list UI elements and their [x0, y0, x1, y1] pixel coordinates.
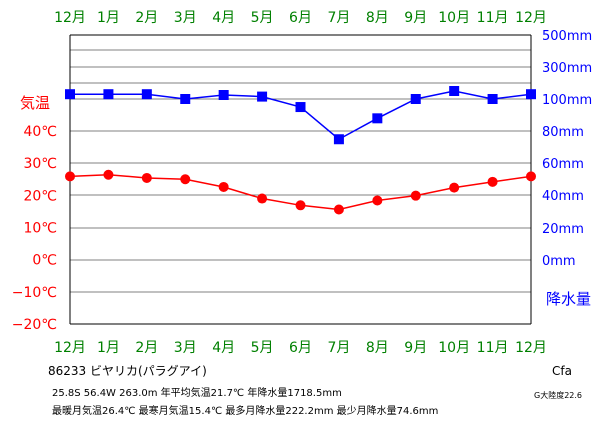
temperature-point	[218, 181, 229, 192]
month-tick-bottom: 2月	[135, 340, 158, 356]
precipitation-point	[410, 94, 421, 104]
month-ticks-bottom: 12月 1月 2月 3月 4月 5月 6月 7月 8月 9月 10月 11月 12月	[54, 340, 547, 356]
precipitation-axis-label: 降水量	[546, 290, 591, 308]
series-layer	[65, 86, 536, 215]
precipitation-tick: 20mm	[542, 222, 584, 237]
month-tick-bottom: 10月	[438, 340, 470, 356]
month-tick-bottom: 6月	[289, 340, 312, 356]
month-tick-top: 8月	[366, 10, 389, 26]
temperature-tick: −20℃	[12, 317, 57, 333]
temperature-point	[141, 172, 152, 183]
temperature-point	[180, 174, 191, 185]
precipitation-ticks: 500mm 300mm 100mm 80mm 60mm 40mm 20mm 0mm	[542, 29, 592, 269]
month-tick-bottom: 3月	[174, 340, 197, 356]
month-tick-top: 11月	[477, 10, 509, 26]
month-tick-top: 10月	[438, 10, 470, 26]
month-tick-top: 12月	[515, 10, 547, 26]
temperature-tick: 10℃	[23, 221, 57, 237]
temperature-point	[333, 204, 344, 215]
precipitation-tick: 0mm	[542, 254, 576, 269]
precipitation-point	[449, 86, 460, 96]
precipitation-point	[103, 89, 114, 100]
temperature-point	[526, 171, 536, 182]
precipitation-line	[70, 90, 532, 141]
precipitation-point	[257, 91, 268, 102]
temperature-ticks: 40℃ 30℃ 20℃ 10℃ 0℃ −10℃ −20℃	[12, 124, 57, 333]
precipitation-tick: 100mm	[542, 93, 592, 108]
month-tick-bottom: 9月	[404, 340, 427, 356]
temperature-tick: 40℃	[23, 124, 57, 140]
precipitation-point	[218, 90, 229, 100]
temperature-point	[103, 169, 114, 180]
month-tick-top: 9月	[404, 10, 427, 26]
precipitation-point	[487, 94, 498, 104]
precipitation-point	[141, 89, 152, 100]
precipitation-tick: 500mm	[542, 29, 592, 44]
precipitation-point	[333, 134, 344, 145]
temperature-point	[372, 195, 383, 206]
temperature-tick: 30℃	[23, 156, 57, 172]
continentality-index: G大陸度22.6	[534, 391, 583, 400]
temperature-tick: 0℃	[32, 253, 57, 269]
precipitation-point	[526, 89, 536, 100]
month-tick-top: 3月	[174, 10, 197, 26]
station-extremes: 最暖月気温26.4℃ 最寒月気温15.4℃ 最多月降水量222.2mm 最少月降…	[52, 406, 439, 417]
month-tick-top: 5月	[251, 10, 274, 26]
temperature-point	[487, 176, 498, 187]
month-ticks-top: 12月 1月 2月 3月 4月 5月 6月 7月 8月 9月 10月 11月 12月	[54, 10, 547, 26]
month-tick-bottom: 1月	[97, 340, 120, 356]
temperature-point	[257, 193, 268, 204]
temperature-axis-label: 気温	[20, 94, 50, 112]
month-tick-bottom: 7月	[327, 340, 350, 356]
month-tick-top: 2月	[135, 10, 158, 26]
temperature-point	[410, 190, 421, 201]
temperature-tick: −10℃	[12, 285, 57, 301]
chart-grid	[69, 34, 532, 325]
temperature-point	[65, 171, 75, 182]
month-tick-bottom: 12月	[54, 340, 86, 356]
precipitation-point	[372, 113, 383, 124]
precipitation-tick: 300mm	[542, 61, 592, 76]
precipitation-point	[65, 89, 75, 100]
month-tick-bottom: 4月	[212, 340, 235, 356]
precipitation-point	[295, 102, 306, 113]
temperature-point	[295, 200, 306, 211]
station-name: 86233 ビヤリカ(パラグアイ)	[48, 364, 207, 378]
precipitation-tick: 60mm	[542, 157, 584, 172]
temperature-tick: 20℃	[23, 188, 57, 204]
temperature-point	[449, 182, 460, 193]
month-tick-top: 1月	[97, 10, 120, 26]
precipitation-tick: 40mm	[542, 189, 584, 204]
climate-classification: Cfa	[552, 364, 572, 378]
month-tick-bottom: 12月	[515, 340, 547, 356]
precipitation-point	[180, 94, 191, 104]
month-tick-top: 12月	[54, 10, 86, 26]
month-tick-bottom: 5月	[251, 340, 274, 356]
month-tick-top: 4月	[212, 10, 235, 26]
month-tick-top: 7月	[327, 10, 350, 26]
month-tick-top: 6月	[289, 10, 312, 26]
month-tick-bottom: 8月	[366, 340, 389, 356]
precipitation-tick: 80mm	[542, 125, 584, 140]
station-summary: 25.8S 56.4W 263.0m 年平均気温21.7℃ 年降水量1718.5…	[52, 388, 342, 399]
month-tick-bottom: 11月	[477, 340, 509, 356]
